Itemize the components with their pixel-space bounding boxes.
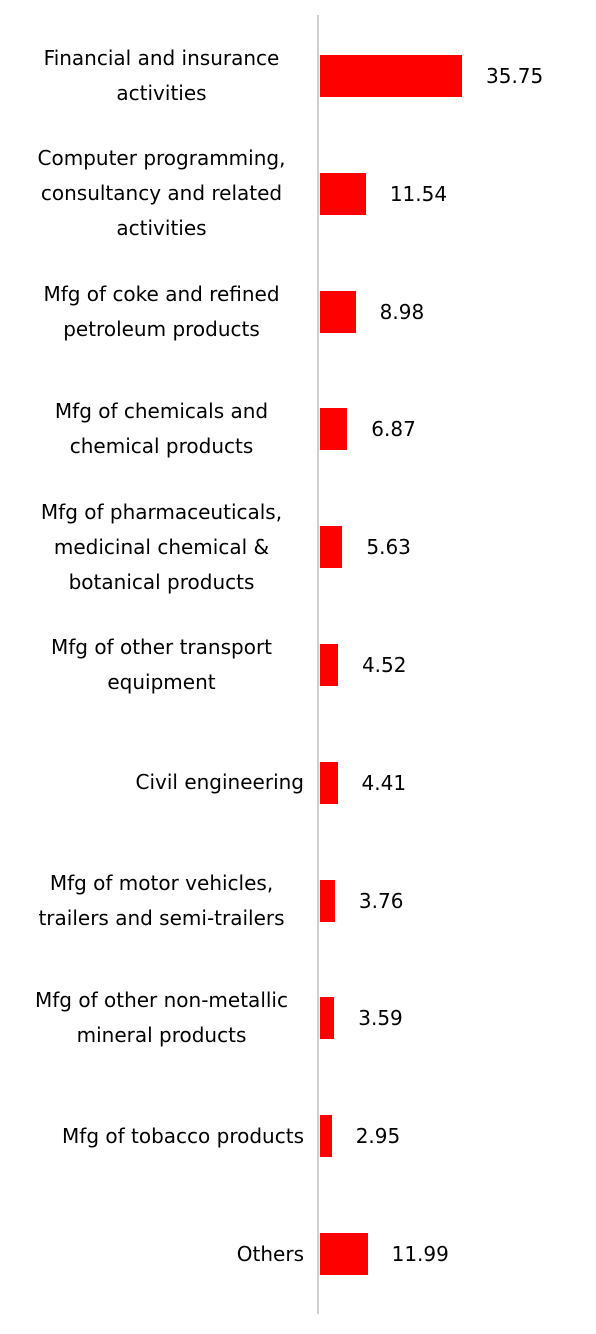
category-label-box: Mfg of coke and refined petroleum produc… bbox=[8, 252, 304, 372]
value-label: 11.54 bbox=[389, 181, 448, 206]
category-label-box: Financial and insurance activities bbox=[8, 16, 304, 136]
category-label: Computer programming, consultancy and re… bbox=[37, 146, 286, 241]
bar bbox=[320, 997, 335, 1040]
category-label-box: Civil engineering bbox=[8, 723, 305, 843]
bar bbox=[320, 290, 356, 333]
value-label: 4.41 bbox=[361, 770, 407, 795]
category-label-box: Mfg of tobacco products bbox=[8, 1076, 304, 1196]
bar bbox=[320, 1115, 332, 1158]
category-label-box: Mfg of pharmaceuticals, medicinal chemic… bbox=[8, 487, 304, 607]
bar bbox=[320, 1233, 368, 1275]
value-label: 6.87 bbox=[371, 417, 416, 442]
bar bbox=[320, 55, 462, 97]
category-label-box: Computer programming, consultancy and re… bbox=[8, 134, 304, 254]
value-label: 35.75 bbox=[486, 64, 544, 88]
value-label: 3.76 bbox=[358, 888, 404, 913]
value-label: 2.95 bbox=[355, 1124, 401, 1149]
bar bbox=[320, 172, 366, 215]
bar bbox=[320, 879, 335, 922]
category-label: Financial and insurance activities bbox=[43, 46, 280, 105]
category-label: Mfg of coke and refined petroleum produc… bbox=[43, 281, 280, 341]
category-label-box: Mfg of other non-metallic mineral produc… bbox=[8, 958, 304, 1078]
category-label-box: Mfg of motor vehicles, trailers and semi… bbox=[8, 841, 304, 961]
value-label: 3.59 bbox=[358, 1006, 403, 1031]
category-label: Others bbox=[236, 1241, 304, 1266]
category-label: Civil engineering bbox=[135, 770, 305, 795]
value-label: 8.98 bbox=[379, 299, 425, 324]
bar bbox=[320, 761, 338, 804]
category-label: Mfg of other transport equipment bbox=[50, 635, 273, 694]
category-label: Mfg of motor vehicles, trailers and semi… bbox=[38, 870, 285, 930]
category-label-box: Mfg of other transport equipment bbox=[8, 605, 304, 725]
category-label: Mfg of other non-metallic mineral produc… bbox=[35, 988, 288, 1048]
category-label-box: Mfg of chemicals and chemical products bbox=[8, 369, 304, 489]
category-label-box: Others bbox=[8, 1194, 304, 1314]
value-label: 4.52 bbox=[361, 653, 407, 677]
category-label: Mfg of pharmaceuticals, medicinal chemic… bbox=[40, 499, 283, 594]
bar bbox=[320, 644, 338, 686]
value-label: 11.99 bbox=[391, 1242, 449, 1266]
category-label: Mfg of tobacco products bbox=[62, 1123, 304, 1148]
bar bbox=[320, 526, 343, 569]
value-label: 5.63 bbox=[366, 535, 411, 560]
axis-line bbox=[317, 15, 319, 1314]
category-label: Mfg of chemicals and chemical products bbox=[54, 399, 269, 459]
bar bbox=[320, 408, 348, 451]
